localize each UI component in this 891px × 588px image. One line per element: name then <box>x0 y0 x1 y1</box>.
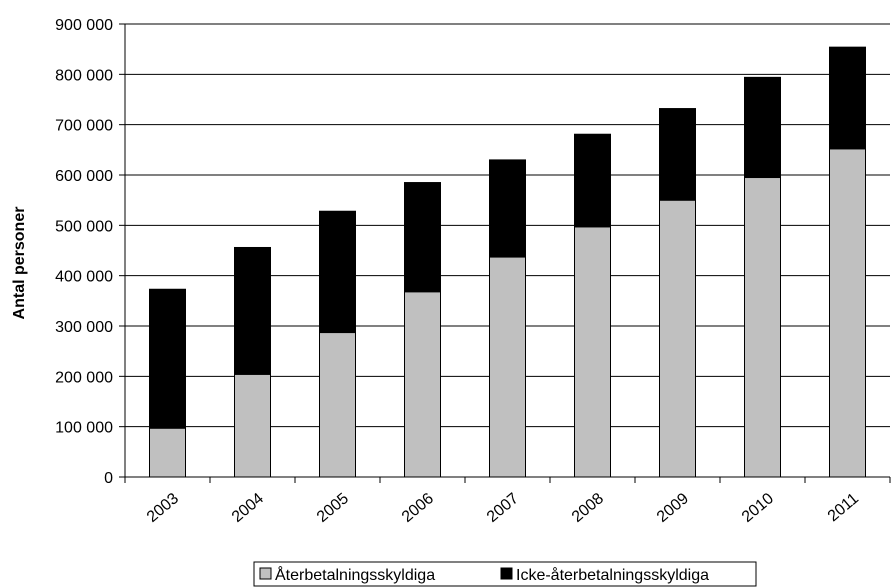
legend: Återbetalningsskyldiga Icke-återbetalnin… <box>253 561 757 587</box>
x-tick-label: 2010 <box>739 490 777 526</box>
x-tick-label: 2007 <box>484 490 522 526</box>
x-tick-label: 2003 <box>144 490 182 526</box>
bar-2008-series-1 <box>574 133 611 228</box>
y-tick-label: 500 000 <box>55 218 113 235</box>
x-tick-labels: 2003 2004 2005 2006 2007 2008 2009 2010 2011 <box>124 477 891 526</box>
bar-2005-series-1 <box>319 210 356 334</box>
bar-2010-series-0 <box>744 177 781 478</box>
y-tick-label: 600 000 <box>55 168 113 185</box>
y-tick-labels: 0 100 000 200 000 300 000 400 000 500 000 600 … <box>55 17 125 487</box>
legend-label-series-0: Återbetalningsskyldiga <box>275 565 435 584</box>
bar-2005-series-0 <box>319 332 356 478</box>
bar-2003-series-1 <box>149 288 186 429</box>
y-tick-label: 900 000 <box>55 17 113 34</box>
bar-2004-series-1 <box>234 246 271 375</box>
x-tick-label: 2008 <box>569 490 607 526</box>
bar-2008-series-0 <box>574 226 611 478</box>
bar-2011-series-1 <box>829 46 866 150</box>
axes <box>124 24 890 478</box>
bar-2009-series-0 <box>659 199 696 478</box>
legend-swatch-series-1 <box>500 567 513 580</box>
y-tick-label: 400 000 <box>55 269 113 286</box>
y-tick-label: 0 <box>104 470 113 487</box>
legend-label-series-1: Icke-återbetalningsskyldiga <box>516 566 709 584</box>
bar-2003-series-0 <box>149 427 186 478</box>
x-tick-label: 2009 <box>654 490 692 526</box>
bar-2009-series-1 <box>659 108 696 201</box>
bar-2007-series-1 <box>489 159 526 258</box>
bar-2011-series-0 <box>829 148 866 478</box>
bar-2006-series-0 <box>404 291 441 478</box>
x-tick-label: 2005 <box>314 490 352 526</box>
bar-2006-series-1 <box>404 182 441 293</box>
bars <box>149 46 866 478</box>
y-tick-label: 800 000 <box>55 67 113 84</box>
bar-2010-series-1 <box>744 76 781 179</box>
y-tick-label: 200 000 <box>55 369 113 386</box>
y-tick-label: 300 000 <box>55 319 113 336</box>
y-tick-label: 100 000 <box>55 420 113 437</box>
x-tick-label: 2011 <box>825 490 862 525</box>
bar-2007-series-0 <box>489 256 526 478</box>
y-tick-label: 700 000 <box>55 118 113 135</box>
bar-2004-series-0 <box>234 373 271 478</box>
x-tick-label: 2006 <box>399 490 437 526</box>
y-axis-label: Antal personer <box>11 207 28 320</box>
legend-swatch-series-0 <box>259 567 272 580</box>
x-tick-label: 2004 <box>229 490 267 526</box>
